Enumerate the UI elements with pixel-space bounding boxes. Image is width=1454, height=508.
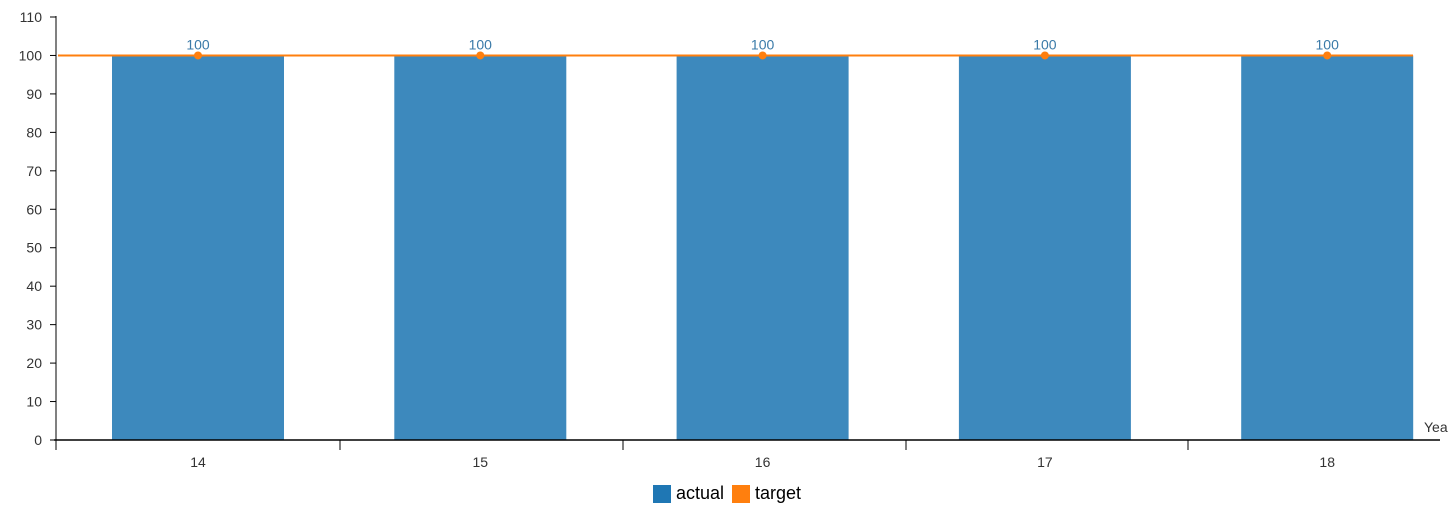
y-tick-label-110: 110 bbox=[20, 9, 43, 25]
x-tick-label-17: 17 bbox=[1037, 454, 1053, 470]
legend-label-target: target bbox=[755, 483, 802, 503]
data-label-18: 100 bbox=[1316, 36, 1340, 52]
x-axis: 14 15 16 17 18 bbox=[54, 439, 1440, 470]
y-tick-label-10: 10 bbox=[26, 394, 42, 410]
y-tick-label-40: 40 bbox=[26, 278, 42, 294]
y-tick-label-100: 100 bbox=[19, 47, 43, 63]
y-tick-label-30: 30 bbox=[26, 317, 42, 333]
y-tick-label-50: 50 bbox=[26, 240, 42, 256]
legend-swatch-actual bbox=[652, 484, 671, 503]
legend-label-actual: actual bbox=[675, 483, 724, 503]
target-point-18 bbox=[1323, 51, 1332, 60]
target-point-14 bbox=[194, 51, 202, 60]
x-tick-label-14: 14 bbox=[190, 454, 206, 470]
target-point-16 bbox=[758, 51, 767, 60]
legend-swatch-target bbox=[732, 484, 750, 503]
y-axis: 0 10 20 30 40 50 60 70 80 90 100 110 bbox=[19, 9, 57, 448]
data-label-14: 100 bbox=[186, 36, 210, 52]
y-tick-label-60: 60 bbox=[26, 201, 42, 217]
y-tick-label-70: 70 bbox=[26, 163, 42, 179]
legend-item-actual[interactable]: actual bbox=[652, 483, 724, 504]
x-tick-label-16: 16 bbox=[755, 454, 771, 470]
target-point-15 bbox=[476, 51, 485, 60]
y-tick-label-20: 20 bbox=[26, 355, 42, 371]
data-label-15: 100 bbox=[469, 36, 493, 52]
bar-14 bbox=[112, 55, 284, 441]
bar-15 bbox=[394, 55, 567, 441]
x-tick-label-18: 18 bbox=[1319, 454, 1335, 470]
x-tick-label-15: 15 bbox=[473, 454, 489, 470]
bar-17 bbox=[958, 55, 1131, 441]
y-tick-label-80: 80 bbox=[26, 124, 42, 140]
x-axis-unit-label: Yea bbox=[1424, 419, 1448, 435]
data-label-16: 100 bbox=[751, 36, 775, 52]
legend-item-target[interactable]: target bbox=[732, 483, 801, 504]
y-tick-label-90: 90 bbox=[26, 86, 42, 102]
bar-chart: 100 100 100 100 100 0 10 20 30 40 50 60 70 80 90 100 11… bbox=[19, 9, 1448, 470]
bar-18 bbox=[1241, 55, 1414, 441]
data-label-17: 100 bbox=[1033, 36, 1057, 52]
bar-16 bbox=[676, 55, 849, 441]
data-labels-group: 100 100 100 100 100 bbox=[186, 36, 1339, 52]
bars-group bbox=[112, 55, 1414, 441]
legend: actual target bbox=[0, 483, 1454, 504]
target-point-17 bbox=[1040, 51, 1049, 60]
target-line-group bbox=[58, 51, 1413, 60]
y-tick-label-0: 0 bbox=[34, 432, 42, 448]
